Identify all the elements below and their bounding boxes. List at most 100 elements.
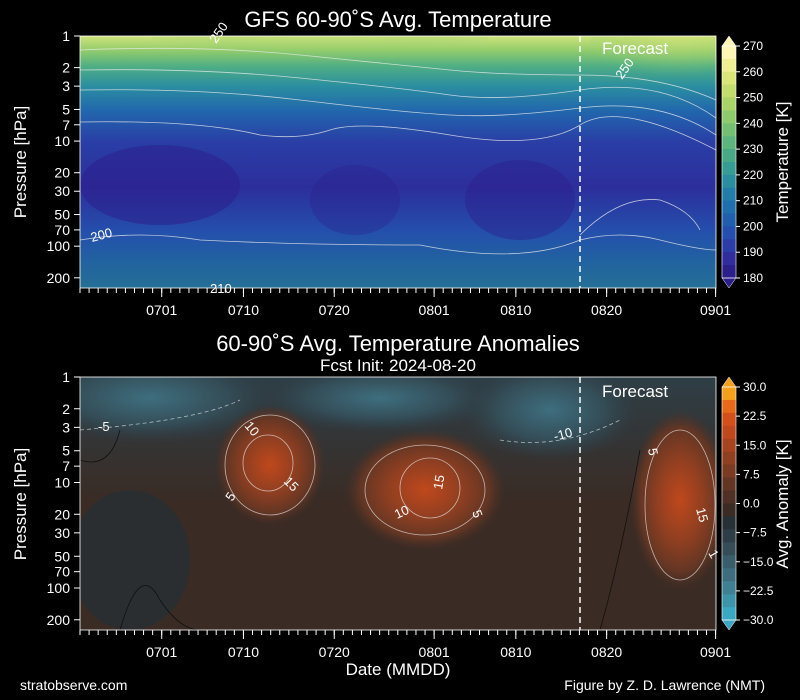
colorbar-swatch	[722, 187, 736, 201]
colorbar-swatch	[722, 110, 736, 124]
colorbar-swatch	[722, 399, 736, 414]
panel1-contour-label: 200	[89, 225, 114, 245]
x-tick-label: 0901	[700, 302, 731, 318]
x-tick-label: 0801	[419, 302, 450, 318]
colorbar-swatch	[722, 123, 736, 137]
panel2-ylabel: Pressure [hPa]	[11, 448, 30, 560]
panel2-xaxis: 0701 0710 0720 0801 0810 0820 0901	[79, 630, 731, 660]
y-tick-label: 20	[54, 165, 70, 181]
colorbar-swatch	[722, 239, 736, 253]
colorbar-swatch	[722, 97, 736, 111]
panel1-title: GFS 60-90˚S Avg. Temperature	[244, 7, 551, 32]
colorbar-swatch	[722, 542, 736, 556]
y-tick-label: 70	[54, 222, 70, 238]
colorbar-swatch	[722, 174, 736, 189]
panel2-forecast-label: Forecast	[602, 382, 668, 401]
colorbar-swatch	[722, 200, 736, 214]
colorbar-tick-label: 0.0	[743, 497, 760, 511]
colorbar-swatch	[722, 555, 736, 569]
colorbar-tick-label: 250	[743, 91, 763, 105]
colorbar-tick-label: 180	[743, 271, 763, 285]
colorbar-swatch	[722, 503, 736, 517]
colorbar-swatch	[722, 387, 736, 401]
y-tick-label: 30	[54, 183, 70, 199]
colorbar-swatch	[722, 464, 736, 478]
y-tick-label: 7	[62, 458, 70, 474]
y-tick-label: 200	[47, 612, 71, 628]
colorbar-tick-label: −7.5	[743, 526, 767, 540]
y-tick-label: 200	[47, 270, 71, 286]
y-tick-label: 100	[47, 580, 71, 596]
anomaly-panel: 60-90˚S Avg. Temperature Anomalies Fcst …	[11, 331, 792, 679]
colorbar-swatch	[722, 438, 736, 453]
colorbar-tick-label: 190	[743, 245, 763, 259]
colorbar-swatch	[722, 529, 736, 543]
y-tick-label: 100	[47, 238, 71, 254]
panel1-forecast-label: Forecast	[602, 39, 668, 58]
y-tick-label: 20	[54, 506, 70, 522]
colorbar-extend-bottom	[721, 619, 737, 631]
colorbar-extend-top	[721, 35, 737, 47]
panel1-xaxis: 0701 0710 0720 0801 0810 0820 0901	[79, 288, 731, 318]
panel2-colorbar: 30.0 22.5 15.0 7.5 0.0 −7.5 −15.0 −22.5 −30.0	[721, 376, 774, 631]
footer-left: stratobserve.com	[20, 677, 127, 693]
colorbar-swatch	[722, 516, 736, 530]
y-tick-label: 10	[54, 475, 70, 491]
colorbar-tick-label: −22.5	[743, 584, 774, 598]
colorbar-tick-label: 7.5	[743, 467, 760, 481]
x-tick-label: 0710	[228, 644, 259, 660]
colorbar-swatch	[722, 607, 736, 621]
colorbar-swatch	[722, 149, 736, 163]
x-tick-label: 0710	[228, 302, 259, 318]
panel2-contour-label: 15	[693, 506, 711, 524]
colorbar-swatch	[722, 581, 736, 595]
panel2-plot-area	[80, 377, 716, 630]
panel2-contour-label: -5	[98, 419, 110, 434]
colorbar-tick-label: 230	[743, 142, 763, 156]
x-tick-label: 0810	[500, 302, 531, 318]
y-tick-label: 5	[62, 101, 70, 117]
colorbar-swatch	[722, 490, 736, 504]
x-tick-label: 0820	[591, 302, 622, 318]
panel1-plot-area	[80, 36, 716, 288]
panel1-contour-label: 210	[210, 281, 232, 296]
colorbar-extend-bottom	[721, 277, 737, 289]
temperature-panel: GFS 60-90˚S Avg. Temperature	[11, 7, 792, 318]
colorbar-tick-label: 15.0	[743, 438, 767, 452]
x-tick-label: 0901	[700, 644, 731, 660]
panel2-contour-label: 5	[645, 447, 661, 457]
colorbar-swatch	[722, 425, 736, 440]
panel2-title: 60-90˚S Avg. Temperature Anomalies	[216, 331, 580, 356]
colorbar-tick-label: 220	[743, 168, 763, 182]
panel1-colorbar: 270 260 250 240 230 220 210 200 190 180	[721, 35, 763, 289]
colorbar-swatch	[722, 265, 736, 279]
x-tick-label: 0720	[319, 302, 350, 318]
colorbar-swatch	[722, 594, 736, 608]
x-tick-label: 0701	[146, 644, 177, 660]
colorbar-swatch	[722, 136, 736, 150]
panel2-contour-label: 10	[392, 502, 411, 522]
panel2-contour-label: 5	[469, 508, 486, 520]
colorbar-swatch	[722, 451, 736, 465]
panel2-xlabel: Date (MMDD)	[346, 660, 451, 679]
panel2-contour-label: 15	[430, 474, 447, 491]
y-tick-label: 2	[62, 60, 70, 76]
y-tick-label: 1	[62, 369, 70, 385]
colorbar-swatch	[722, 412, 736, 427]
y-tick-label: 3	[62, 419, 70, 435]
colorbar-tick-label: 30.0	[743, 380, 767, 394]
y-tick-label: 70	[54, 564, 70, 580]
panel1-ylabel: Pressure [hPa]	[11, 106, 30, 218]
colorbar-swatch	[722, 46, 736, 60]
y-tick-label: 1	[62, 28, 70, 44]
colorbar-tick-label: −15.0	[743, 555, 774, 569]
colorbar-swatch	[722, 71, 736, 85]
footer-right: Figure by Z. D. Lawrence (NMT)	[564, 677, 765, 693]
colorbar-swatch	[722, 252, 736, 266]
colorbar-swatch	[722, 84, 736, 98]
colorbar-tick-label: 22.5	[743, 409, 767, 423]
colorbar-swatch	[722, 162, 736, 176]
y-tick-label: 7	[62, 117, 70, 133]
